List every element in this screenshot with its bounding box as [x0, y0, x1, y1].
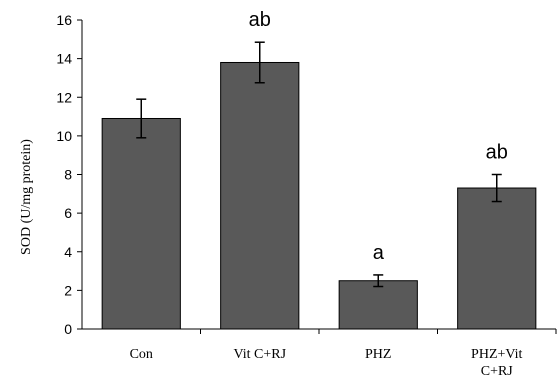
x-tick-label: Con	[130, 347, 153, 362]
error-bar	[136, 98, 147, 139]
error-bar	[373, 274, 384, 288]
error-bar	[491, 173, 502, 203]
y-tick-label: 14	[56, 51, 72, 67]
y-axis-label: SOD (U/mg protein)	[19, 139, 34, 255]
x-axis: Con Vit C+RJ PHZ PHZ+Vit C+RJ	[82, 328, 557, 379]
y-tick-label: 6	[64, 205, 72, 221]
significance-label: ab	[486, 142, 508, 164]
y-tick-label: 16	[56, 12, 72, 28]
x-tick-label: PHZ+Vit C+RJ	[471, 347, 523, 379]
significance-label: a	[373, 242, 385, 264]
significance-label: ab	[249, 9, 271, 31]
x-tick-label: PHZ	[365, 347, 391, 362]
significance-labels: ab a ab	[249, 9, 508, 264]
y-tick-label: 10	[56, 128, 72, 144]
y-tick-label: 2	[64, 282, 72, 298]
y-tick-label: 8	[64, 167, 72, 183]
bar	[220, 61, 300, 330]
x-tick-label: Vit C+RJ	[233, 347, 286, 362]
y-tick-label: 4	[64, 244, 72, 260]
error-bar	[254, 41, 265, 84]
y-axis: 0 2 4 6 8 10 12 14 16	[56, 12, 83, 337]
error-bars	[136, 41, 502, 288]
bar	[101, 117, 181, 330]
y-tick-label: 0	[64, 321, 72, 337]
bars	[101, 61, 537, 330]
bar	[457, 187, 537, 330]
y-tick-label: 12	[56, 89, 72, 105]
bar	[338, 280, 418, 330]
